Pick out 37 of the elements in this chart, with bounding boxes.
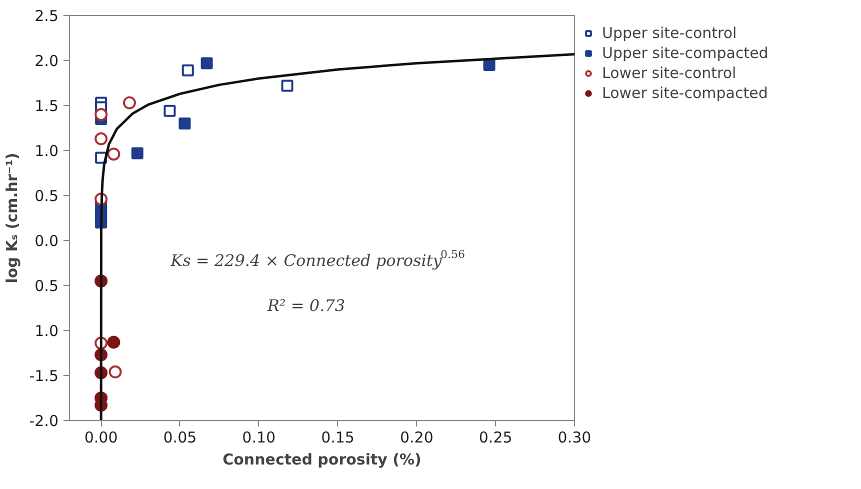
y-tick-label: 2.5 (34, 7, 59, 25)
legend-label: Lower site-control (602, 64, 736, 82)
y-tick-label: 2.0 (34, 52, 59, 70)
x-tick-label: 0.20 (400, 428, 434, 446)
legend-label: Upper site-compacted (602, 44, 768, 62)
y-tick-label: 1.0 (34, 142, 59, 160)
annotation: R² = 0.73 (266, 296, 346, 315)
y-tick-label: -1.5 (29, 367, 59, 385)
x-tick-label: 0.30 (558, 428, 592, 446)
legend-label: Upper site-control (602, 24, 737, 42)
x-tick-label: 0.15 (321, 428, 354, 446)
point (107, 148, 120, 161)
point (164, 104, 176, 117)
point (178, 118, 191, 130)
point (122, 96, 136, 110)
point (107, 336, 120, 349)
y-tick-label: 1.5 (34, 97, 59, 115)
point (200, 57, 213, 70)
y-tick-label: 0.5 (34, 277, 59, 295)
y-tick-label: 1.0 (34, 322, 59, 340)
y-tick-label: -2.0 (29, 412, 59, 430)
y-axis-title: log Kₛ (cm.hr⁻¹) (3, 152, 22, 284)
point (182, 64, 194, 76)
y-tick-label: 0.0 (34, 232, 59, 250)
x-tick-label: 0.00 (84, 428, 118, 446)
x-tick-label: 0.10 (242, 428, 276, 446)
point (94, 132, 108, 146)
point (94, 108, 108, 121)
point (108, 365, 122, 378)
point (131, 147, 144, 160)
point (483, 59, 496, 71)
x-tick-label: 0.25 (478, 428, 512, 446)
x-tick-label: 0.05 (163, 428, 197, 446)
x-axis-title: Connected porosity (%) (222, 450, 422, 468)
legend-label: Lower site-compacted (602, 84, 768, 102)
point (281, 80, 294, 92)
y-tick-label: 0.5 (34, 187, 59, 205)
